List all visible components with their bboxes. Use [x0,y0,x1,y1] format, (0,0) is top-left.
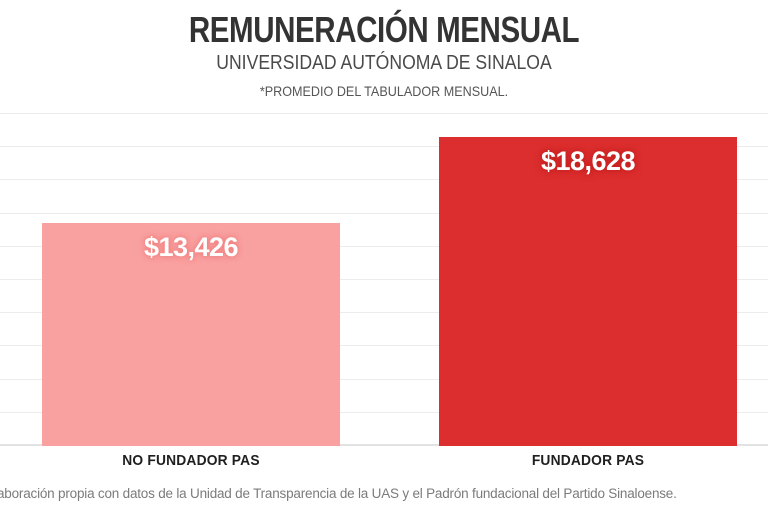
gridline [0,279,768,280]
chart-subtitle: UNIVERSIDAD AUTÓNOMA DE SINALOA [216,52,552,74]
gridline [0,378,768,380]
gridline [0,212,768,214]
gridline [0,113,768,114]
chart-title: REMUNERACIÓN MENSUAL [188,9,580,50]
chart-footnote: *PROMEDIO DEL TABULADOR MENSUAL. [259,83,509,99]
bar-fundador-pas: $18,628 [439,137,737,446]
gridline [0,345,768,347]
gridline [0,179,768,181]
value-label: $18,628 [540,146,636,176]
value-label: $13,426 [143,232,239,262]
gridline [0,245,768,247]
bar-chart-plot-area: $13,426 NO FUNDADOR PAS $18,628 FUNDADOR PA… [0,113,768,469]
chart-header: REMUNERACIÓN MENSUAL UNIVERSIDAD AUTÓNOM… [0,0,768,99]
bar-no-fundador-pas: $13,426 [42,223,340,446]
category-label: NO FUNDADOR PAS [122,452,260,469]
category-label: FUNDADOR PAS [531,452,645,469]
x-axis-line [0,444,768,446]
gridline [0,312,768,314]
source-attribution: aboración propia con datos de la Unidad … [0,486,677,501]
gridline [0,146,768,148]
gridline [0,411,768,413]
